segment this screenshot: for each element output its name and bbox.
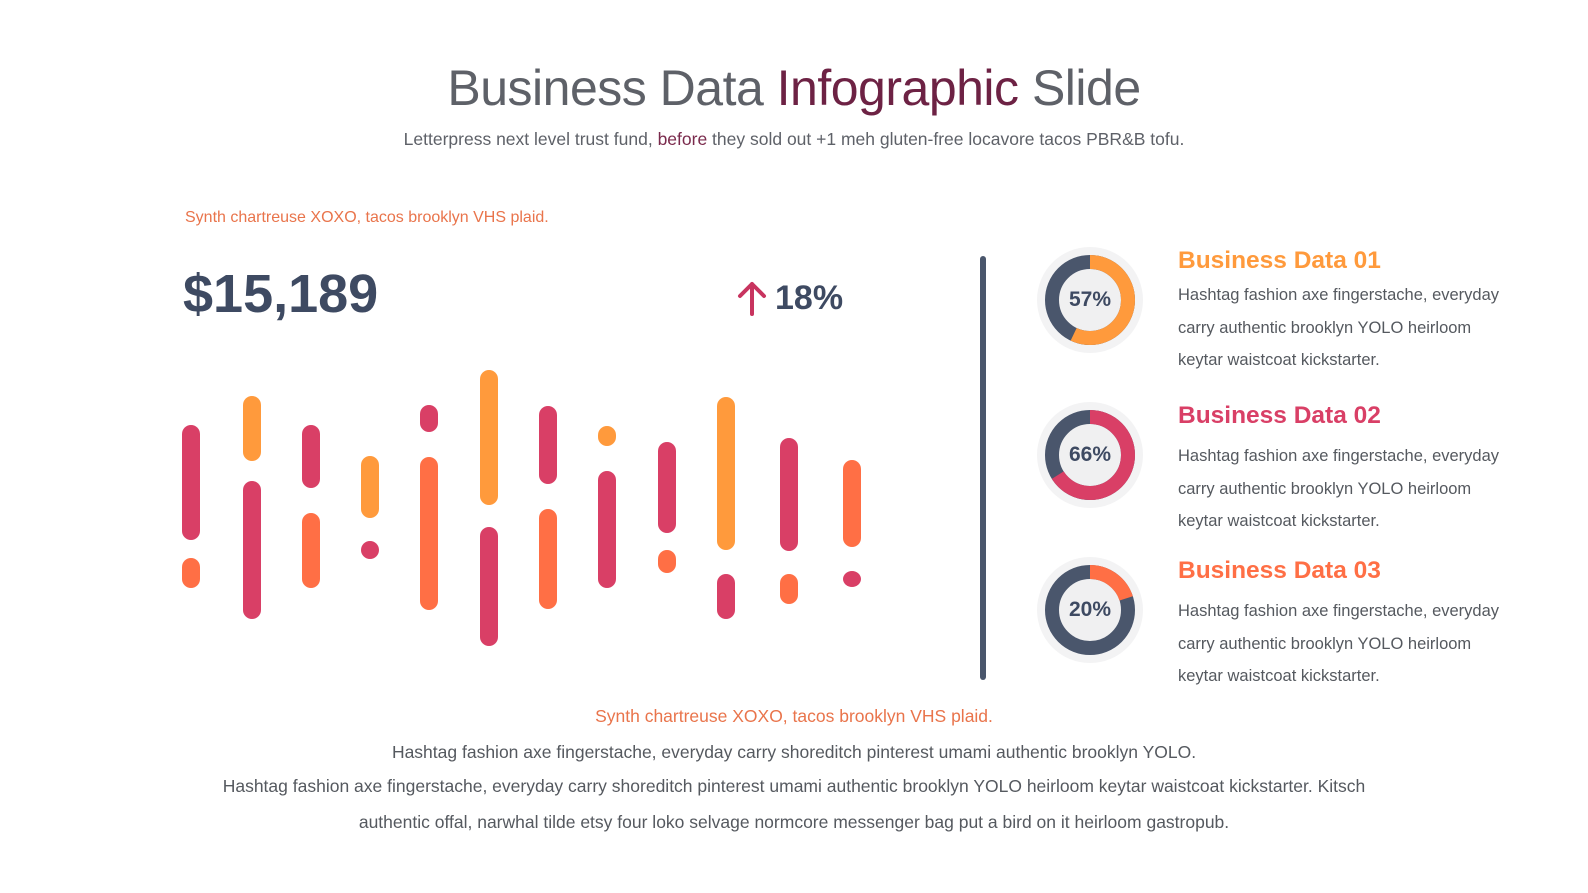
- donut-item-2: 66% Business Data 02 Hashtag fashion axe…: [1035, 400, 1555, 540]
- bar-10-segment-1: [717, 397, 735, 550]
- donut-title-3: Business Data 03: [1178, 557, 1381, 584]
- big-value: $15,189: [183, 264, 379, 324]
- bar-5-segment-2: [420, 457, 438, 610]
- donut-title-2: Business Data 02: [1178, 402, 1381, 429]
- bar-3-segment-2: [302, 513, 320, 588]
- growth-indicator: 18%: [735, 278, 843, 318]
- donut-label-1: 57%: [1068, 288, 1112, 311]
- subtitle-accent: before: [657, 129, 708, 149]
- arrow-up-icon: [738, 282, 766, 316]
- bar-11-segment-1: [780, 438, 798, 551]
- donut-arc-3: [1045, 565, 1135, 655]
- tagline-bottom: Synth chartreuse XOXO, tacos brooklyn VH…: [595, 706, 993, 726]
- donut-arc-2: [1045, 410, 1135, 500]
- footer-line-3: authentic offal, narwhal tilde etsy four…: [358, 812, 1230, 832]
- subtitle-part-1: Letterpress next level trust fund,: [403, 129, 658, 149]
- bar-8-segment-2: [598, 471, 616, 588]
- donut-text-2: Hashtag fashion axe fingerstache, everyd…: [1178, 447, 1500, 530]
- bar-4-segment-2: [361, 541, 379, 559]
- title-part-1: Business Data: [447, 60, 777, 116]
- bar-11-segment-2: [780, 574, 798, 604]
- donut-chart-2: [1037, 402, 1143, 508]
- bar-6-segment-2: [480, 527, 498, 646]
- bar-3-segment-1: [302, 425, 320, 488]
- tagline-top: Synth chartreuse XOXO, tacos brooklyn VH…: [185, 209, 549, 226]
- donut-chart-1: [1037, 247, 1143, 353]
- bar-8-segment-1: [598, 426, 616, 446]
- title-part-2: Slide: [1018, 60, 1141, 116]
- donut-chart-3: [1037, 557, 1143, 663]
- donut-item-3: 20% Business Data 03 Hashtag fashion axe…: [1035, 555, 1555, 695]
- donut-text-1: Hashtag fashion axe fingerstache, everyd…: [1178, 286, 1500, 369]
- subtitle-part-2: they sold out +1 meh gluten-free locavor…: [707, 129, 1185, 149]
- bar-7-segment-2: [539, 509, 557, 609]
- donut-arc-1: [1045, 255, 1135, 345]
- bar-2-segment-1: [243, 396, 261, 461]
- donut-label-3: 20%: [1068, 598, 1112, 621]
- donut-title-1: Business Data 01: [1178, 247, 1381, 274]
- bar-1-segment-2: [182, 558, 200, 588]
- bar-1-segment-1: [182, 425, 200, 540]
- bar-4-segment-1: [361, 456, 379, 518]
- title-accent: Infographic: [776, 60, 1019, 116]
- bar-12-segment-1: [843, 460, 861, 547]
- slide-subtitle: Letterpress next level trust fund, befor…: [0, 127, 1588, 151]
- bar-9-segment-1: [658, 442, 676, 533]
- donut-label-2: 66%: [1068, 443, 1112, 466]
- bar-6-segment-1: [480, 370, 498, 505]
- donut-text-3: Hashtag fashion axe fingerstache, everyd…: [1178, 602, 1500, 685]
- bar-7-segment-1: [539, 406, 557, 484]
- bar-9-segment-2: [658, 550, 676, 573]
- footer-line-2: Hashtag fashion axe fingerstache, everyd…: [222, 776, 1366, 796]
- footer-line-1: Hashtag fashion axe fingerstache, everyd…: [391, 742, 1197, 762]
- bar-5-segment-1: [420, 405, 438, 432]
- bar-12-segment-2: [843, 571, 861, 587]
- growth-value: 18%: [775, 279, 844, 317]
- donut-item-1: 57% Business Data 01 Hashtag fashion axe…: [1035, 245, 1555, 385]
- slide-title: Business Data Infographic Slide: [0, 58, 1588, 118]
- vertical-divider: [980, 256, 986, 680]
- bar-10-segment-2: [717, 574, 735, 619]
- bar-2-segment-2: [243, 481, 261, 619]
- decorative-bars: [182, 370, 861, 646]
